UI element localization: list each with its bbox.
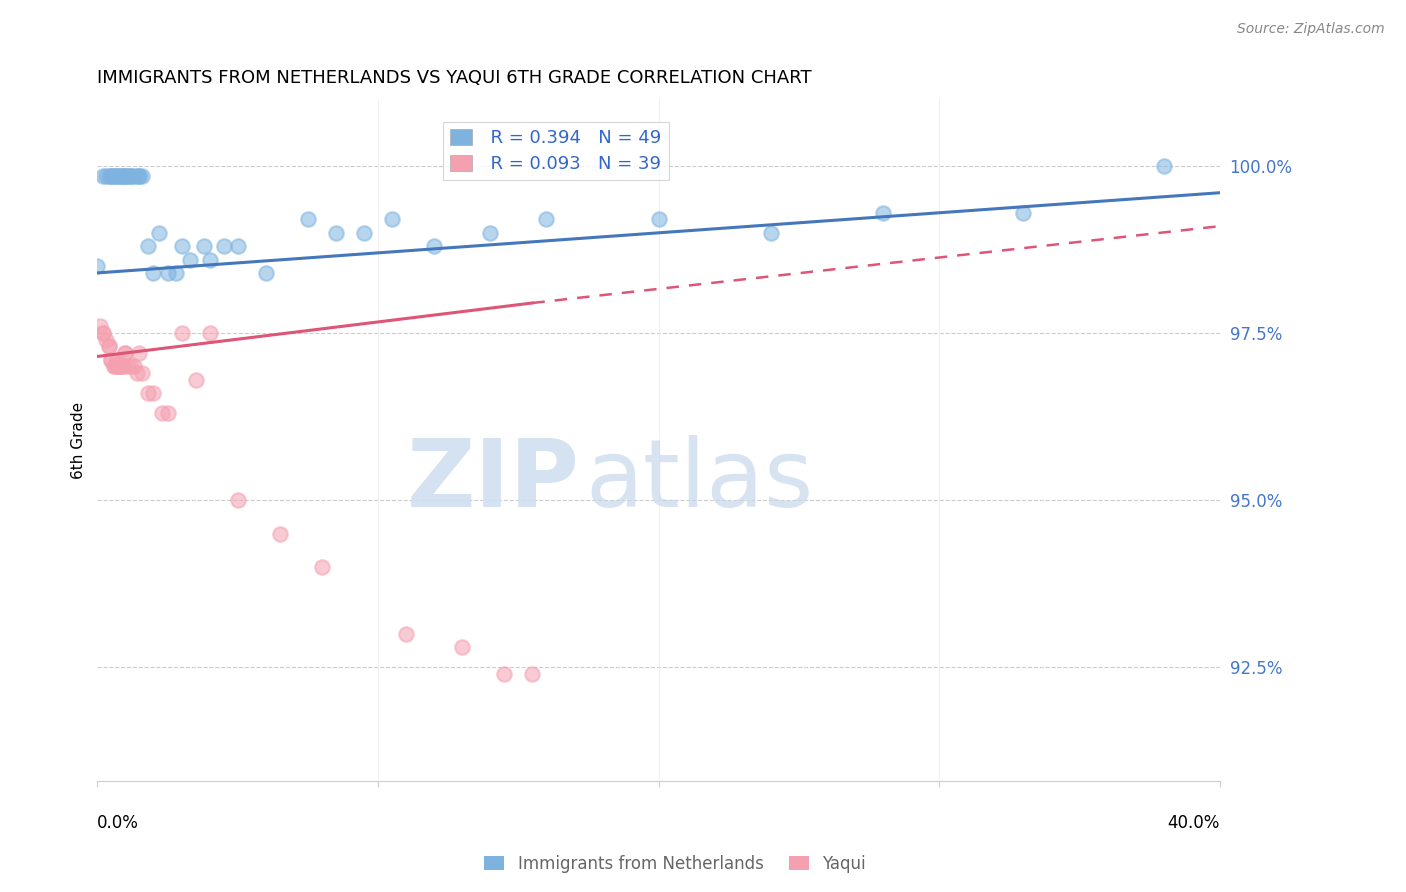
Point	[479, 226, 502, 240]
Point	[170, 326, 193, 340]
Point	[311, 560, 333, 574]
Point	[105, 359, 128, 374]
Text: 40.0%: 40.0%	[1167, 814, 1220, 832]
Point	[105, 359, 128, 374]
Point	[86, 259, 108, 273]
Point	[108, 359, 131, 374]
Point	[97, 169, 120, 183]
Point	[193, 239, 215, 253]
Point	[125, 169, 148, 183]
Point	[108, 169, 131, 183]
Point	[269, 526, 291, 541]
Point	[103, 169, 125, 183]
Point	[100, 169, 122, 183]
Point	[148, 226, 170, 240]
Point	[395, 626, 418, 640]
Point	[91, 169, 114, 183]
Point	[125, 366, 148, 380]
Point	[1012, 206, 1035, 220]
Point	[103, 359, 125, 374]
Point	[150, 406, 173, 420]
Point	[165, 266, 187, 280]
Point	[91, 326, 114, 340]
Point	[103, 359, 125, 374]
Text: IMMIGRANTS FROM NETHERLANDS VS YAQUI 6TH GRADE CORRELATION CHART: IMMIGRANTS FROM NETHERLANDS VS YAQUI 6TH…	[97, 69, 813, 87]
Point	[117, 169, 139, 183]
Point	[759, 226, 782, 240]
Point	[142, 386, 165, 401]
Point	[105, 169, 128, 183]
Point	[423, 239, 446, 253]
Point	[111, 359, 134, 374]
Point	[136, 386, 159, 401]
Point	[494, 666, 516, 681]
Point	[111, 169, 134, 183]
Point	[117, 359, 139, 374]
Point	[131, 169, 153, 183]
Point	[108, 169, 131, 183]
Point	[198, 326, 221, 340]
Text: Source: ZipAtlas.com: Source: ZipAtlas.com	[1237, 22, 1385, 37]
Point	[114, 346, 136, 360]
Text: atlas: atlas	[586, 435, 814, 527]
Point	[381, 212, 404, 227]
Point	[105, 169, 128, 183]
Text: 0.0%: 0.0%	[97, 814, 139, 832]
Point	[451, 640, 474, 654]
Point	[156, 406, 179, 420]
Point	[103, 169, 125, 183]
Point	[131, 366, 153, 380]
Point	[254, 266, 277, 280]
Point	[353, 226, 375, 240]
Point	[226, 493, 249, 508]
Point	[122, 359, 145, 374]
Point	[522, 666, 544, 681]
Legend:   R = 0.394   N = 49,   R = 0.093   N = 39: R = 0.394 N = 49, R = 0.093 N = 39	[443, 122, 669, 180]
Point	[128, 169, 150, 183]
Point	[114, 346, 136, 360]
Point	[179, 252, 201, 267]
Point	[1153, 159, 1175, 173]
Point	[120, 169, 142, 183]
Point	[120, 359, 142, 374]
Point	[94, 169, 117, 183]
Point	[114, 169, 136, 183]
Point	[100, 169, 122, 183]
Point	[136, 239, 159, 253]
Point	[91, 326, 114, 340]
Point	[120, 169, 142, 183]
Point	[111, 169, 134, 183]
Point	[97, 339, 120, 353]
Point	[170, 239, 193, 253]
Point	[111, 359, 134, 374]
Point	[114, 169, 136, 183]
Text: ZIP: ZIP	[408, 435, 581, 527]
Point	[117, 169, 139, 183]
Point	[105, 352, 128, 367]
Point	[94, 333, 117, 347]
Y-axis label: 6th Grade: 6th Grade	[72, 401, 86, 478]
Point	[97, 339, 120, 353]
Point	[226, 239, 249, 253]
Point	[647, 212, 669, 227]
Point	[128, 346, 150, 360]
Point	[198, 252, 221, 267]
Point	[100, 352, 122, 367]
Point	[536, 212, 558, 227]
Point	[325, 226, 347, 240]
Point	[142, 266, 165, 280]
Point	[872, 206, 894, 220]
Point	[108, 359, 131, 374]
Point	[89, 319, 111, 334]
Point	[297, 212, 319, 227]
Legend: Immigrants from Netherlands, Yaqui: Immigrants from Netherlands, Yaqui	[478, 848, 872, 880]
Point	[128, 169, 150, 183]
Point	[212, 239, 235, 253]
Point	[122, 169, 145, 183]
Point	[184, 373, 207, 387]
Point	[156, 266, 179, 280]
Point	[100, 352, 122, 367]
